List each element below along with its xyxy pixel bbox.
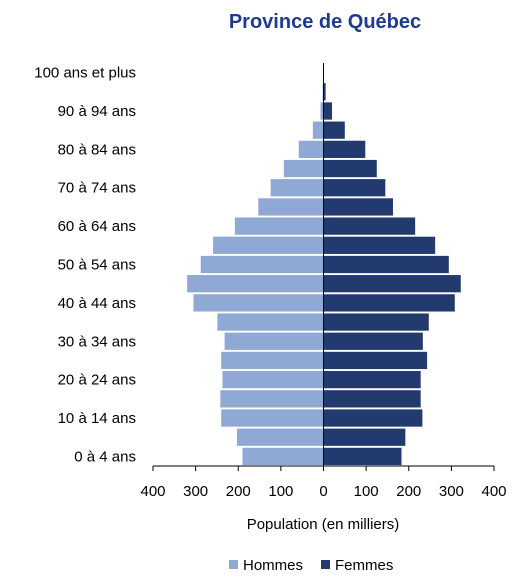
legend-swatch-0 bbox=[229, 560, 238, 569]
bar-femmes-10 bbox=[323, 255, 449, 274]
bar-femmes-8 bbox=[323, 294, 455, 312]
x-tick-label-3: 100 bbox=[268, 483, 293, 500]
bar-hommes-0 bbox=[242, 447, 324, 466]
bar-hommes-5 bbox=[221, 351, 324, 370]
x-tick-label-5: 100 bbox=[354, 483, 379, 500]
bar-femmes-16 bbox=[323, 140, 366, 158]
bar-femmes-13 bbox=[323, 198, 393, 216]
bar-femmes-1 bbox=[323, 428, 406, 446]
bar-hommes-18 bbox=[320, 102, 324, 120]
bar-hommes-17 bbox=[312, 121, 324, 139]
bar-hommes-13 bbox=[258, 198, 324, 216]
bar-femmes-0 bbox=[323, 447, 402, 466]
bar-femmes-15 bbox=[323, 159, 377, 178]
category-labels-group: 0 à 4 ans 10 à 14 ans 20 à 24 ans 30 à 34 a… bbox=[34, 65, 136, 466]
bar-femmes-12 bbox=[323, 217, 416, 235]
bar-hommes-1 bbox=[236, 428, 324, 446]
x-tick-label-4: 0 bbox=[319, 483, 327, 500]
bar-hommes-9 bbox=[187, 275, 324, 293]
bar-hommes-3 bbox=[220, 390, 324, 408]
bar-hommes-16 bbox=[298, 140, 324, 158]
category-label-20: 100 ans et plus bbox=[34, 65, 136, 82]
bar-hommes-6 bbox=[224, 332, 324, 350]
bar-femmes-2 bbox=[323, 409, 423, 427]
x-tick-label-0: 400 bbox=[140, 483, 165, 500]
bar-hommes-4 bbox=[222, 371, 324, 389]
x-axis-title: Population (en milliers) bbox=[247, 516, 400, 533]
bar-hommes-7 bbox=[217, 313, 324, 331]
bar-femmes-9 bbox=[323, 275, 461, 293]
bar-femmes-11 bbox=[323, 236, 436, 254]
legend-swatch-1 bbox=[321, 560, 330, 569]
bar-femmes-19 bbox=[323, 83, 326, 101]
bar-femmes-4 bbox=[323, 371, 421, 389]
x-tick-label-1: 300 bbox=[183, 483, 208, 500]
bar-hommes-12 bbox=[234, 217, 324, 235]
legend-label-1: Femmes bbox=[335, 557, 393, 574]
category-label-16: 80 à 84 ans bbox=[58, 141, 136, 158]
category-label-0: 0 à 4 ans bbox=[74, 448, 136, 465]
bar-hommes-15 bbox=[283, 159, 324, 178]
x-tick-label-2: 200 bbox=[226, 483, 251, 500]
bar-hommes-14 bbox=[270, 179, 324, 197]
category-label-4: 20 à 24 ans bbox=[58, 372, 136, 389]
bar-femmes-14 bbox=[323, 179, 386, 197]
bar-femmes-18 bbox=[323, 102, 333, 120]
x-tick-label-6: 200 bbox=[396, 483, 421, 500]
chart-title: Province de Québec bbox=[229, 11, 421, 33]
category-label-2: 10 à 14 ans bbox=[58, 410, 136, 427]
category-label-12: 60 à 64 ans bbox=[58, 218, 136, 235]
legend: Hommes Femmes bbox=[229, 557, 393, 574]
bar-femmes-3 bbox=[323, 390, 421, 408]
bar-hommes-11 bbox=[213, 236, 324, 254]
legend-label-0: Hommes bbox=[243, 557, 303, 574]
x-tick-label-7: 300 bbox=[439, 483, 464, 500]
bar-hommes-2 bbox=[221, 409, 324, 427]
category-label-14: 70 à 74 ans bbox=[58, 180, 136, 197]
bars-group bbox=[187, 63, 461, 466]
x-tick-label-8: 400 bbox=[481, 483, 506, 500]
bar-hommes-10 bbox=[200, 255, 324, 274]
x-ticks-group: 400 300 200 100 0 100 200 300 400 bbox=[140, 466, 507, 500]
category-label-6: 30 à 34 ans bbox=[58, 333, 136, 350]
category-label-8: 40 à 44 ans bbox=[58, 295, 136, 312]
category-label-10: 50 à 54 ans bbox=[58, 257, 136, 274]
category-label-18: 90 à 94 ans bbox=[58, 103, 136, 120]
bar-femmes-5 bbox=[323, 351, 428, 370]
bar-femmes-7 bbox=[323, 313, 429, 331]
bar-femmes-6 bbox=[323, 332, 423, 350]
bar-hommes-8 bbox=[193, 294, 324, 312]
bar-femmes-17 bbox=[323, 121, 345, 139]
